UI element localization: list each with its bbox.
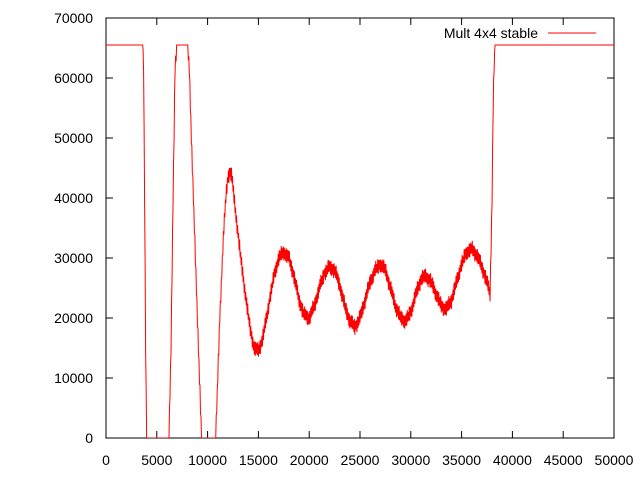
legend: Mult 4x4 stable [444, 25, 596, 41]
series-layer [106, 44, 614, 438]
y-tick-label: 20000 [54, 310, 93, 326]
legend-label: Mult 4x4 stable [444, 25, 538, 41]
x-tick-label: 50000 [595, 452, 634, 468]
x-tick-label: 35000 [442, 452, 481, 468]
x-tick-label: 25000 [341, 452, 380, 468]
x-axis: 0 5000 10000 15000 20000 25000 30000 35000 40000… [102, 18, 634, 468]
x-tick-label: 40000 [493, 452, 532, 468]
y-axis: 0 10000 20000 30000 40000 50000 60000 70000 [54, 10, 614, 446]
y-tick-label: 0 [85, 430, 93, 446]
x-tick-label: 20000 [290, 452, 329, 468]
y-tick-label: 30000 [54, 250, 93, 266]
y-tick-label: 10000 [54, 370, 93, 386]
y-tick-label: 40000 [54, 190, 93, 206]
x-tick-label: 5000 [141, 452, 172, 468]
x-tick-label: 30000 [391, 452, 430, 468]
y-tick-label: 70000 [54, 10, 93, 26]
x-tick-label: 10000 [188, 452, 227, 468]
series-line-mult-4x4-stable [106, 44, 614, 438]
x-tick-label: 15000 [239, 452, 278, 468]
x-tick-label: 0 [102, 452, 110, 468]
y-tick-label: 50000 [54, 130, 93, 146]
x-tick-label: 45000 [544, 452, 583, 468]
y-tick-label: 60000 [54, 70, 93, 86]
